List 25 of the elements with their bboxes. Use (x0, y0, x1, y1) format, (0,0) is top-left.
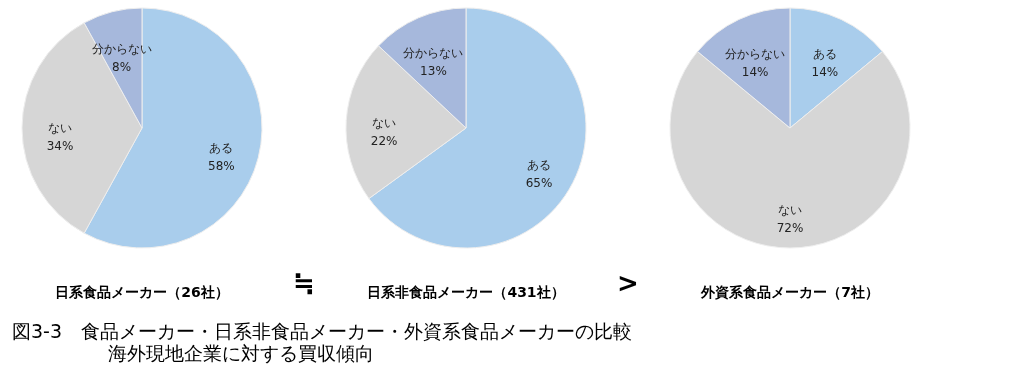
caption: 図3-3 食品メーカー・日系非食品メーカー・外資系食品メーカーの比較 (12, 320, 634, 342)
text: 日系食品メーカー（26社） (55, 284, 229, 300)
slice-label: ある (209, 141, 234, 156)
text: 日系非食品メーカー（431社） (367, 284, 565, 300)
slice-label: 分からない (403, 45, 464, 60)
slice-label: ある (527, 158, 552, 173)
data-label: 13% (420, 63, 447, 78)
text: ≒ (292, 268, 316, 298)
data-label: 65% (525, 176, 553, 191)
data-label: 58% (208, 159, 235, 174)
slice-label: ない (778, 203, 802, 217)
data-label: 14% (741, 64, 769, 79)
data-label: 22% (370, 133, 398, 148)
slice-label: 分からない (91, 41, 152, 56)
slice-label: ある (812, 46, 837, 61)
text: > (616, 268, 640, 298)
text: 外資系食品メーカー（7社） (700, 284, 879, 300)
slice-label: ない (372, 115, 397, 130)
data-label: 14% (811, 64, 839, 79)
text: 海外現地企業に対する買収傾向 (107, 342, 375, 364)
slice-label: 分からない (725, 46, 786, 61)
data-label: 8% (112, 59, 132, 74)
data-label: 72% (776, 221, 804, 235)
data-label: 34% (46, 139, 74, 153)
slice-label: ない (48, 121, 72, 135)
